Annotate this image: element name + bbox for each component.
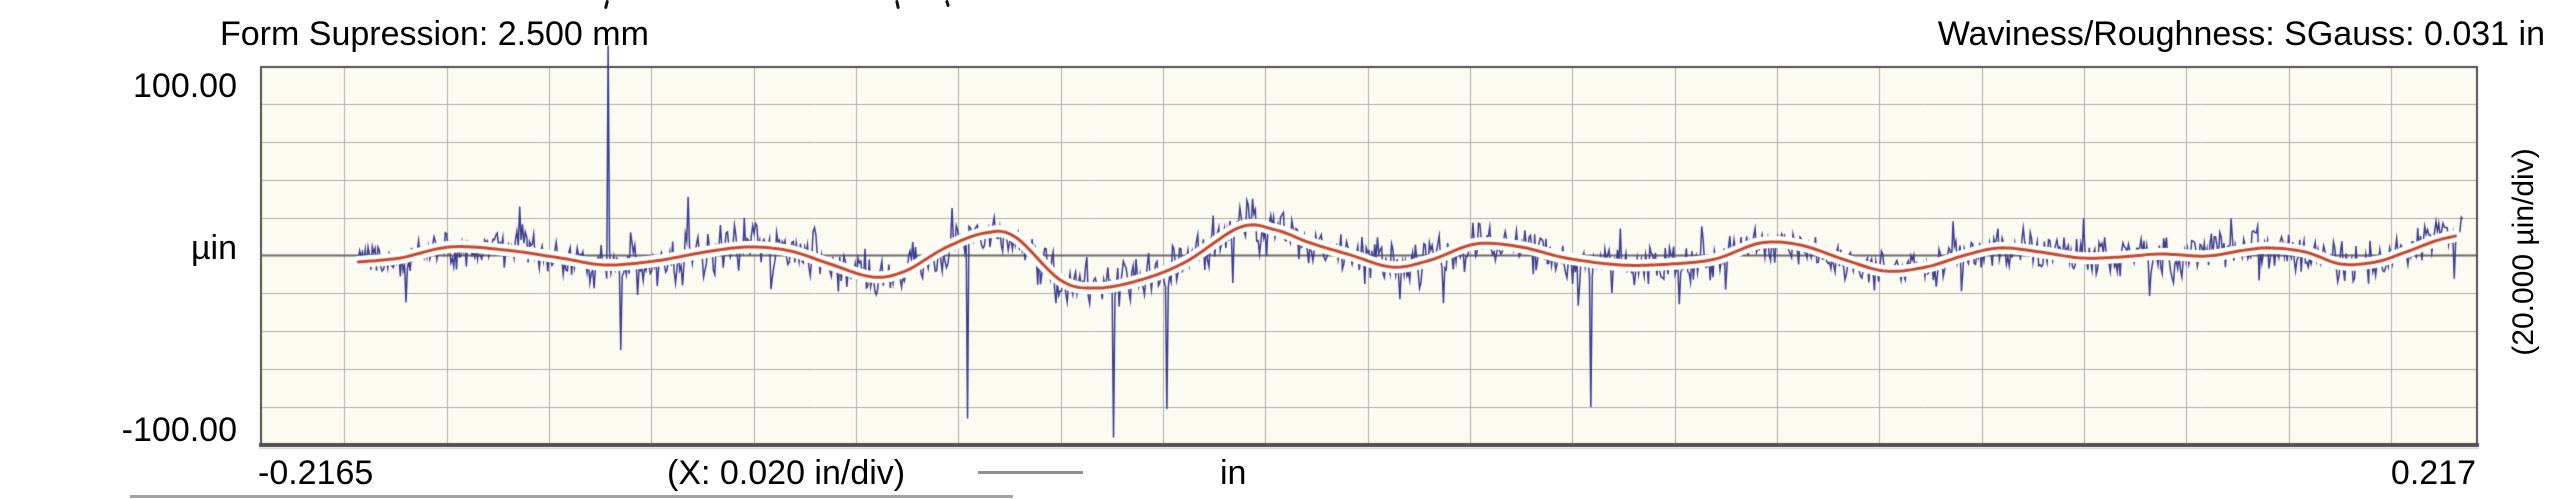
x-axis-min-label: -0.2165 — [258, 454, 374, 492]
y-axis-max-label: 100.00 — [133, 67, 237, 105]
y-axis-unit-label: µin — [190, 229, 237, 267]
legend-line-sample — [978, 471, 1083, 474]
x-axis-unit-label: in — [1220, 454, 1247, 492]
form-suppression-label: Form Supression: 2.500 mm — [220, 15, 649, 53]
x-div-label: (X: 0.020 in/div) — [667, 454, 906, 492]
waviness-roughness-label: Waviness/Roughness: SGauss: 0.031 in — [1937, 15, 2545, 53]
x-axis-max-label: 0.217 — [2390, 454, 2476, 492]
y-axis-min-label: -100.00 — [121, 411, 237, 449]
bottom-edge-bar — [130, 495, 1013, 498]
y-div-label: (20.000 µin/div) — [2507, 148, 2540, 356]
